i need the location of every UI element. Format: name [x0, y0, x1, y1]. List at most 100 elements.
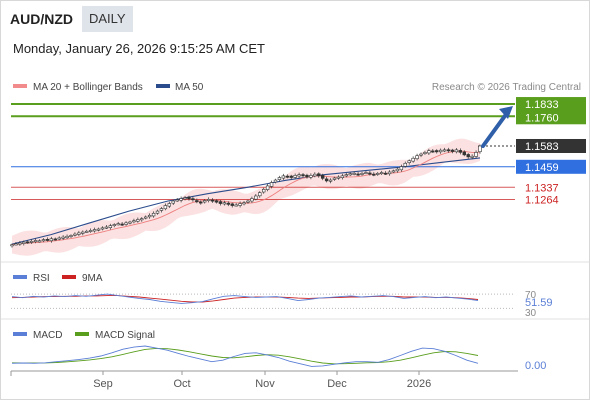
candle-body [234, 204, 238, 207]
candle-body [387, 171, 392, 175]
candle [470, 154, 474, 160]
candle [297, 172, 301, 178]
candle [210, 198, 215, 203]
x-tick-label: Nov [255, 378, 275, 390]
candle [65, 234, 69, 240]
candle-body [383, 172, 388, 175]
candle-body [454, 149, 459, 153]
candle-body [332, 177, 337, 180]
candle [415, 153, 419, 161]
candle-body [81, 231, 85, 234]
candle [399, 164, 404, 172]
candle-body [22, 241, 26, 244]
candle-body [29, 240, 34, 243]
candle [364, 171, 368, 175]
candle [348, 172, 352, 177]
candle-body [399, 166, 404, 171]
candle-body [159, 208, 164, 211]
candle-body [305, 174, 309, 178]
candle-body [336, 176, 341, 179]
legend-swatch-rsi [13, 275, 27, 279]
candle [474, 150, 478, 159]
candle-body [442, 149, 447, 152]
candle-body [364, 172, 368, 175]
candle-body [238, 203, 242, 206]
candle-body [368, 172, 372, 175]
candle [206, 197, 211, 203]
candle-body [187, 196, 191, 200]
candle-body [49, 238, 54, 242]
candle [128, 220, 132, 225]
candle-body [120, 223, 124, 226]
candle [37, 239, 42, 243]
x-tick-label: Oct [173, 378, 190, 390]
candle [14, 242, 18, 246]
candle [175, 198, 179, 202]
candle-body [171, 200, 175, 204]
level-value-1.1583: 1.1583 [525, 141, 559, 153]
candle-body [407, 160, 411, 163]
candle [155, 209, 160, 215]
candle [77, 230, 81, 237]
candle [104, 225, 109, 230]
candle-body [18, 242, 22, 245]
legend-9ma: 9MA [82, 273, 103, 284]
x-tick-label: Sep [93, 378, 113, 390]
candle [242, 201, 246, 206]
candle [144, 215, 148, 220]
level-value-1.1760: 1.1760 [525, 112, 559, 124]
candle [88, 228, 93, 233]
candle [442, 147, 447, 153]
candle [454, 148, 459, 154]
candle-body [474, 152, 478, 157]
legend-ma50: MA 50 [175, 82, 204, 93]
candle [466, 153, 470, 159]
level-box-1.1583 [516, 138, 586, 153]
candle-body [53, 238, 57, 241]
candle-body [167, 203, 172, 207]
candle-body [242, 202, 246, 205]
candle-body [191, 198, 195, 201]
ma20-line [11, 150, 481, 246]
rsi-line [11, 293, 479, 304]
candle-body [116, 223, 120, 226]
candle [96, 227, 101, 232]
candle [431, 148, 435, 153]
candle-body [415, 155, 419, 160]
candle [309, 173, 313, 180]
candle-body [128, 221, 132, 224]
candle [69, 234, 73, 239]
candle-body [328, 179, 333, 182]
candle-body [277, 177, 282, 180]
candle [41, 238, 46, 243]
candle-body [356, 173, 360, 176]
candle [73, 232, 77, 237]
candle [250, 196, 254, 204]
x-tick-label: 2026 [407, 378, 431, 390]
candle [132, 218, 136, 224]
candle-body [301, 174, 305, 177]
candle [238, 201, 242, 208]
candle [159, 206, 164, 213]
candle [356, 171, 360, 176]
candle-body [14, 243, 18, 246]
candle-body [226, 202, 231, 205]
macd-line [11, 345, 479, 367]
legend-swatch-ma20 [13, 84, 27, 88]
candle-body [348, 173, 352, 176]
candle [199, 200, 203, 205]
level-box-1.1760 [516, 110, 586, 125]
level-label-1.1583: 1.1583 [516, 138, 586, 153]
level-label-1.1760: 1.1760 [516, 110, 586, 125]
candle-body [100, 227, 105, 230]
legend-swatch-macd-signal [75, 332, 89, 336]
candle [368, 171, 372, 176]
candle-body [132, 220, 136, 223]
level-label-1.1264: 1.1264 [525, 195, 559, 207]
candle [427, 148, 431, 155]
period-badge[interactable]: DAILY [82, 6, 133, 32]
candle [395, 167, 400, 173]
candle-body [77, 232, 81, 235]
candle [254, 194, 258, 201]
candle [301, 172, 305, 178]
